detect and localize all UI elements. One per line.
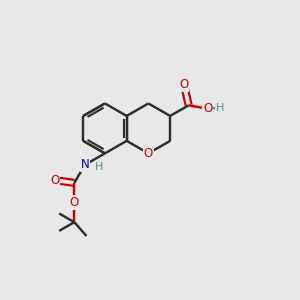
Text: O: O xyxy=(179,79,189,92)
Text: O: O xyxy=(50,174,59,187)
Text: N: N xyxy=(80,158,89,171)
Text: H: H xyxy=(94,162,103,172)
Text: O: O xyxy=(144,147,153,160)
Text: O: O xyxy=(203,102,212,115)
Text: O: O xyxy=(70,196,79,209)
Text: H: H xyxy=(216,103,224,112)
